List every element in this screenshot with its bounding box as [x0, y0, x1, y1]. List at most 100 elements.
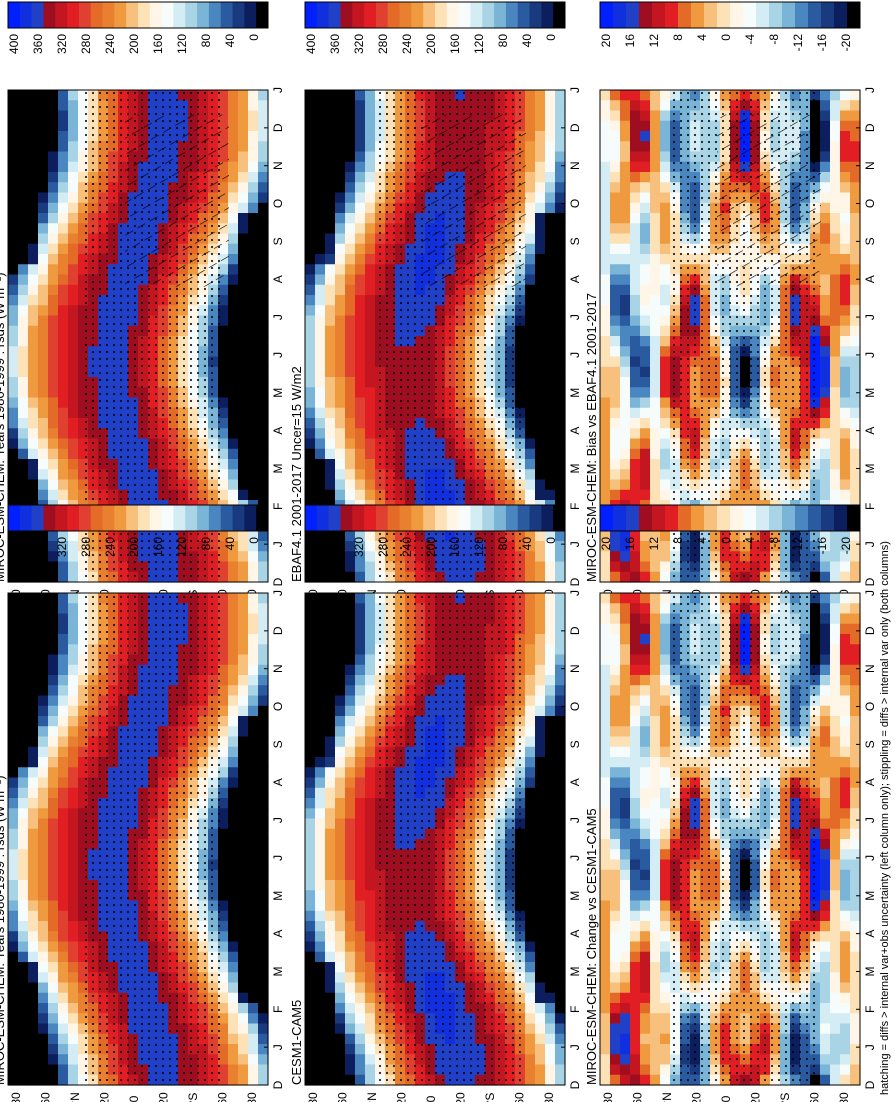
heatmap-cell: [28, 1023, 39, 1035]
heatmap-cell: [68, 613, 79, 625]
heatmap-cell: [38, 479, 49, 491]
heatmap-cell: [38, 951, 49, 963]
heatmap-cell: [8, 120, 19, 132]
heatmap-cell: [545, 151, 556, 163]
heatmap-cell: [18, 593, 29, 604]
heatmap-cell: [58, 900, 69, 912]
heatmap-cell: [68, 767, 79, 779]
heatmap-cell: [258, 182, 269, 194]
heatmap-cell: [325, 366, 336, 378]
heatmap-cell: [248, 100, 259, 112]
heatmap-cell: [600, 264, 611, 276]
heatmap-cell: [68, 551, 79, 563]
heatmap-cell: [630, 254, 641, 265]
heatmap-cell: [630, 223, 641, 235]
heatmap-cell: [48, 551, 59, 563]
heatmap-cell: [535, 530, 546, 542]
colorbar-swatch: [328, 2, 341, 28]
heatmap-cell: [248, 243, 259, 255]
heatmap-cell: [335, 459, 346, 470]
heatmap-cell: [830, 131, 841, 142]
heatmap-cell: [630, 336, 641, 347]
heatmap-cell: [48, 869, 59, 881]
heatmap-cell: [830, 151, 841, 163]
heatmap-cell: [18, 233, 29, 245]
heatmap-cell: [58, 243, 69, 255]
heatmap-cell: [38, 397, 49, 409]
heatmap-cell: [365, 131, 376, 142]
heatmap-cell: [525, 346, 536, 358]
heatmap-cell: [258, 243, 269, 255]
colorbar-swatch: [8, 2, 21, 28]
heatmap-cell: [58, 921, 69, 932]
heatmap-cell: [315, 530, 326, 542]
heatmap-cell: [18, 551, 29, 563]
heatmap-cell: [28, 284, 39, 296]
heatmap-cell: [238, 213, 249, 224]
heatmap-cell: [248, 366, 259, 378]
heatmap-cell: [820, 315, 831, 327]
heatmap-cell: [600, 192, 611, 204]
heatmap-cell: [600, 479, 611, 491]
colorbar-tick-label: 0: [544, 34, 558, 41]
heatmap-cell: [8, 346, 19, 358]
heatmap-cell: [840, 161, 851, 173]
heatmap-cell: [48, 931, 59, 943]
heatmap-cell: [545, 264, 556, 276]
heatmap-cell: [355, 131, 366, 142]
heatmap-cell: [555, 284, 566, 296]
heatmap-cell: [8, 777, 19, 789]
heatmap-cell: [68, 151, 79, 163]
heatmap-cell: [315, 469, 326, 481]
heatmap-cell: [555, 377, 566, 388]
heatmap-cell: [18, 1013, 29, 1025]
heatmap-cell: [18, 716, 29, 727]
heatmap-cell: [28, 1013, 39, 1025]
heatmap-cell: [830, 336, 841, 347]
heatmap-cell: [68, 182, 79, 194]
heatmap-cell: [28, 264, 39, 276]
colorbar-swatch: [67, 2, 80, 28]
heatmap-cell: [660, 561, 671, 573]
heatmap-cell: [600, 243, 611, 255]
heatmap-cell: [315, 459, 326, 470]
heatmap-cell: [545, 366, 556, 378]
heatmap-cell: [365, 120, 376, 132]
heatmap-cell: [28, 603, 39, 615]
heatmap-cell: [840, 489, 851, 501]
heatmap-cell: [525, 274, 536, 286]
heatmap-cell: [850, 397, 861, 409]
heatmap-cell: [610, 366, 621, 378]
heatmap-cell: [58, 634, 69, 645]
heatmap-cell: [38, 972, 49, 984]
heatmap-cell: [58, 530, 69, 542]
month-tick-label: J: [863, 314, 877, 320]
heatmap-cell: [335, 202, 346, 214]
heatmap-cell: [830, 469, 841, 481]
heatmap-cell: [38, 634, 49, 645]
heatmap-cell: [650, 346, 661, 358]
heatmap-cell: [850, 438, 861, 450]
heatmap-cell: [840, 346, 851, 358]
heatmap-cell: [28, 223, 39, 235]
heatmap-cell: [335, 469, 346, 481]
heatmap-cell: [258, 213, 269, 224]
heatmap-cell: [535, 172, 546, 183]
heatmap-cell: [840, 571, 851, 583]
heatmap-cell: [248, 541, 259, 552]
heatmap-cell: [8, 685, 19, 697]
heatmap-cell: [365, 448, 376, 460]
colorbar-tick-label: 4: [695, 34, 709, 41]
heatmap-cell: [535, 161, 546, 173]
heatmap-cell: [305, 438, 316, 450]
heatmap-cell: [238, 438, 249, 450]
colorbar-swatch: [808, 2, 822, 28]
heatmap-cell: [545, 377, 556, 388]
heatmap-cell: [48, 726, 59, 738]
heatmap-cell: [840, 397, 851, 409]
heatmap-cell: [315, 141, 326, 153]
heatmap-cell: [850, 459, 861, 470]
heatmap-cell: [68, 695, 79, 707]
colorbar-swatch: [652, 2, 666, 28]
heatmap-cell: [325, 151, 336, 163]
